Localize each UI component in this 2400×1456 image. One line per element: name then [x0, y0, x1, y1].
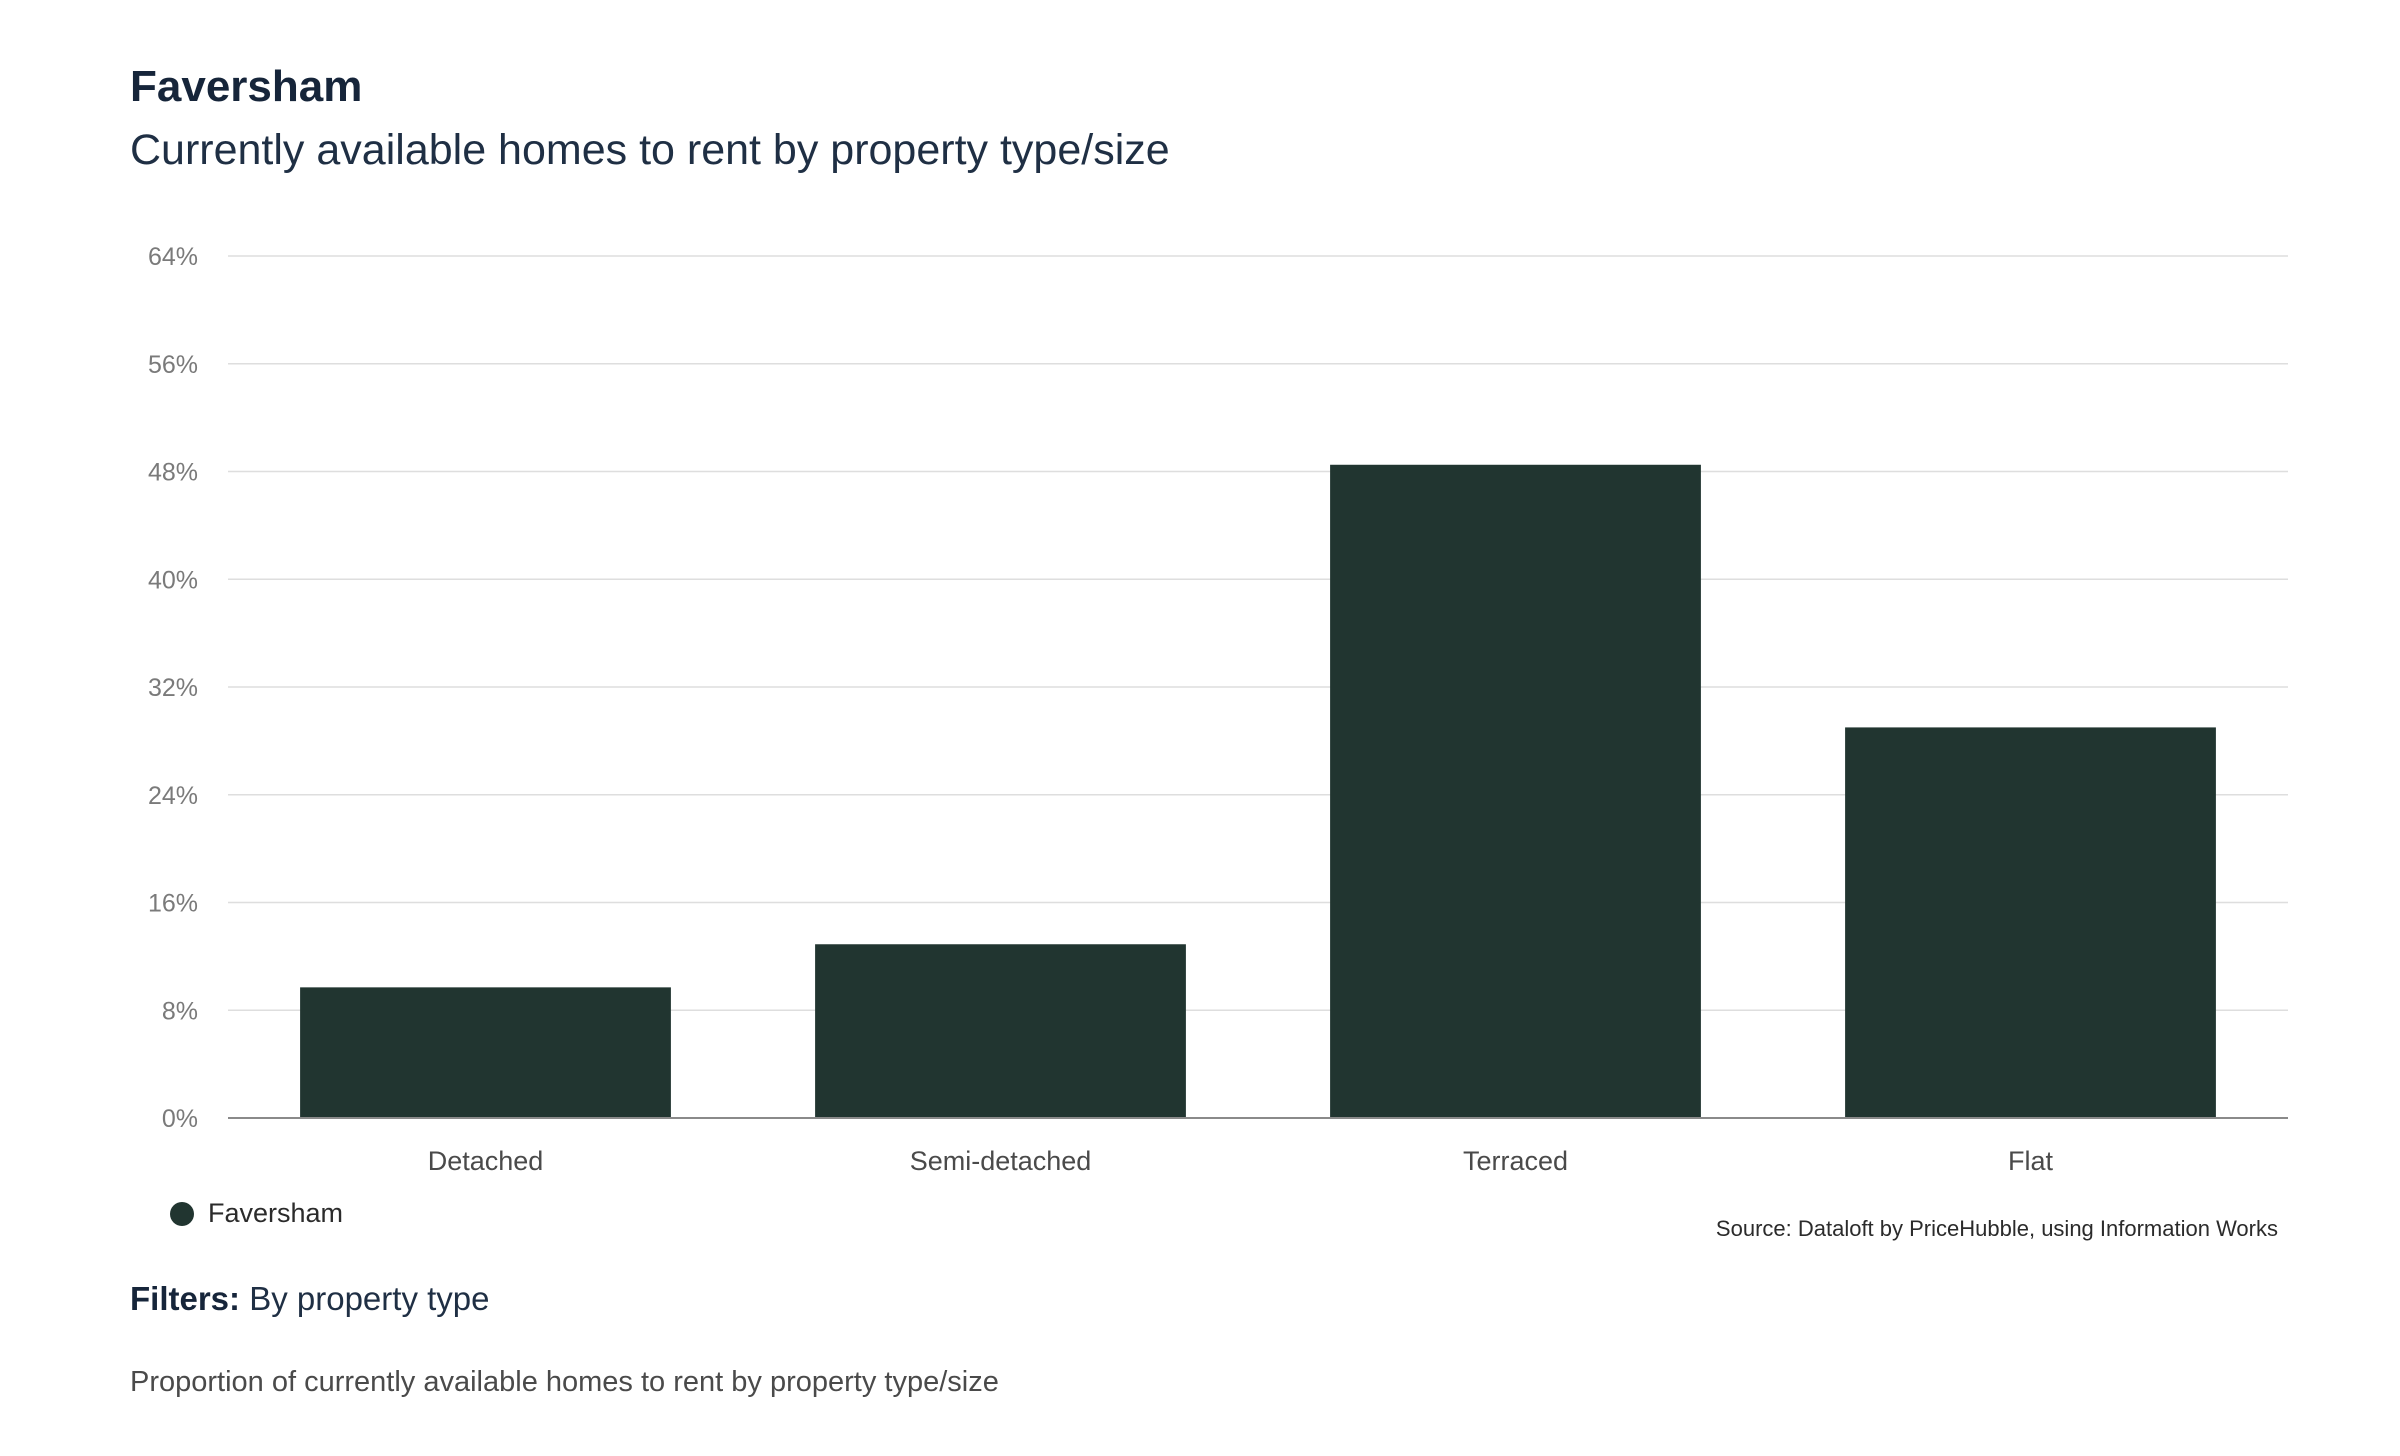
x-category-label: Semi-detached — [910, 1146, 1092, 1176]
y-tick-label: 0% — [162, 1105, 198, 1133]
bar-semi-detached — [815, 944, 1186, 1118]
bar-detached — [300, 987, 671, 1118]
source-note: Source: Dataloft by PriceHubble, using I… — [1715, 1216, 2278, 1241]
y-tick-label: 56% — [148, 351, 198, 379]
filters-key: Filters: — [130, 1280, 241, 1317]
y-tick-label: 16% — [148, 890, 198, 918]
chart-description: Proportion of currently available homes … — [130, 1366, 999, 1398]
x-axis-labels: Detached Semi-detached Terraced Flat — [428, 1146, 2054, 1176]
bar-terraced — [1330, 464, 1701, 1118]
bar-flat — [1845, 727, 2216, 1118]
y-tick-label: 64% — [148, 243, 198, 271]
filters-value: By property type — [249, 1280, 490, 1317]
y-tick-label: 32% — [148, 674, 198, 702]
y-tick-label: 8% — [162, 997, 198, 1025]
chart-subtitle: Currently available homes to rent by pro… — [130, 126, 1170, 174]
gridlines — [228, 255, 2288, 1011]
y-axis-ticks: 0% 8% 16% 24% 32% 40% 48% 56% 64% — [148, 243, 198, 1133]
x-category-label: Terraced — [1463, 1146, 1568, 1176]
filters-line: Filters: By property type — [130, 1280, 489, 1318]
y-tick-label: 24% — [148, 782, 198, 810]
x-category-label: Detached — [428, 1146, 544, 1176]
bars — [300, 464, 2216, 1118]
legend-label: Faversham — [208, 1198, 344, 1228]
chart-title: Faversham — [130, 62, 363, 111]
y-tick-label: 48% — [148, 459, 198, 487]
y-tick-label: 40% — [148, 566, 198, 594]
x-category-label: Flat — [2008, 1146, 2054, 1176]
legend: Faversham — [170, 1198, 343, 1229]
legend-marker — [170, 1201, 194, 1226]
